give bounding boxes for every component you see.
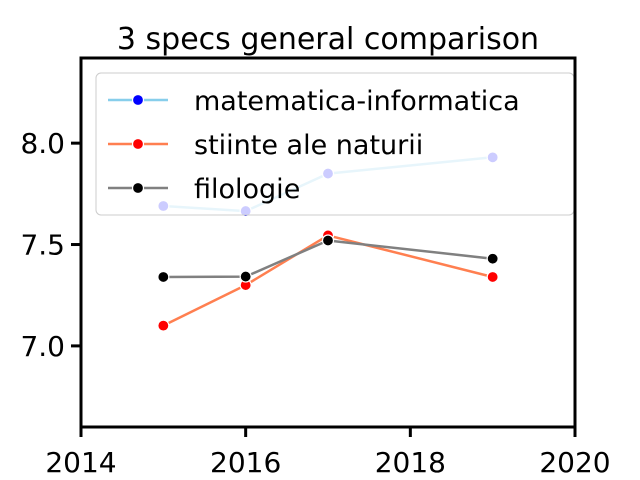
axes: 2014 2016 2018 2020 7.0 7.5 8.0 [20, 56, 611, 479]
legend-label-1: stiinte ale naturii [194, 130, 423, 161]
data-point-2-2 [321, 234, 335, 247]
series-line-2 [162, 239, 494, 279]
legend-label-2: filologie [194, 174, 300, 205]
y-tick-label-0: 7.0 [20, 330, 65, 363]
data-point-1-3 [486, 270, 499, 284]
legend-label-0: matematica-informatica [194, 86, 520, 117]
series-2 [157, 234, 499, 284]
chart-title: 3 specs general comparison [117, 22, 539, 57]
y-tick-label-1: 7.5 [20, 229, 65, 262]
y-tick-label-2: 8.0 [20, 127, 65, 160]
legend-marker-0 [131, 93, 145, 107]
x-tick-label-3: 2020 [539, 446, 610, 479]
x-tick-label-1: 2016 [210, 446, 281, 479]
legend: matematica-informatica stiinte ale naturi… [95, 72, 575, 216]
x-tick-label-0: 2014 [45, 446, 116, 479]
data-point-2-0 [157, 270, 170, 284]
data-point-2-3 [486, 252, 499, 265]
data-point-2-1 [239, 270, 252, 283]
data-point-1-0 [157, 319, 170, 332]
x-tick-label-2: 2018 [375, 446, 446, 479]
legend-marker-1 [131, 137, 145, 151]
plot-frame [79, 56, 577, 429]
legend-marker-2 [131, 181, 145, 195]
series-line-1 [162, 234, 494, 327]
